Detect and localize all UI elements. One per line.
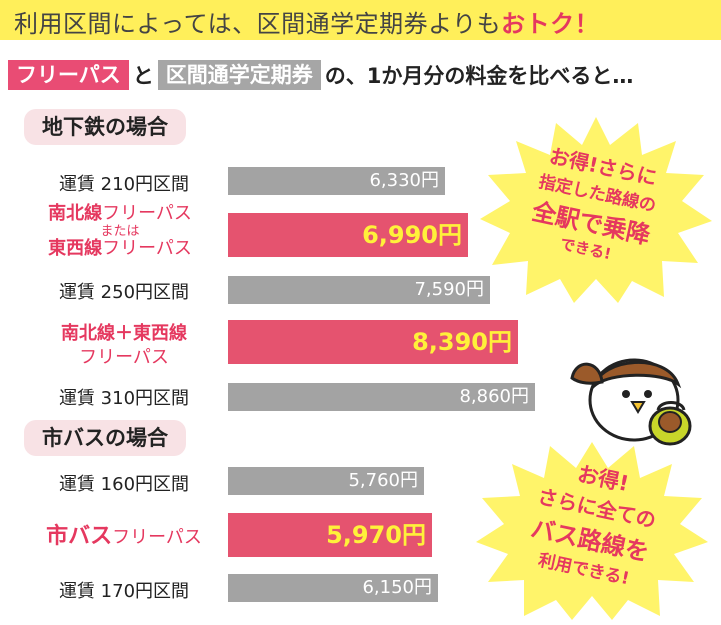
banner-text: 利用区間によっては、区間通学定期券よりもおトク！ bbox=[14, 4, 599, 39]
label-bus: 市バス bbox=[46, 524, 113, 549]
bar-value: 8,860円 bbox=[459, 386, 529, 407]
label-namboku-fp: フリーパス bbox=[102, 203, 192, 224]
row-label-both-lines: 南北線＋東西線 フリーパス bbox=[24, 322, 224, 370]
label-bus-fp: フリーパス bbox=[112, 527, 202, 548]
bar-value: 6,150円 bbox=[362, 577, 432, 598]
banner-lead: 利用区間によっては、区間通学定期券よりも bbox=[14, 10, 502, 38]
top-banner: 利用区間によっては、区間通学定期券よりもおトク！ bbox=[0, 0, 721, 40]
compare-and: と bbox=[132, 64, 154, 88]
starburst-bus bbox=[476, 442, 708, 620]
commuter-pass-tag: 区間通学定期券 bbox=[157, 60, 321, 90]
bar-250: 7,590円 bbox=[228, 276, 490, 304]
section-subway: 地下鉄の場合 bbox=[24, 109, 186, 145]
bar-value: 7,590円 bbox=[414, 279, 484, 300]
banner-highlight: おトク！ bbox=[501, 10, 600, 38]
label-namboku: 南北線 bbox=[48, 203, 103, 224]
bar-210: 6,330円 bbox=[228, 167, 445, 195]
compare-rest: の、1か月分の料金を比べると… bbox=[324, 64, 634, 88]
row-label-bus-pass: 市バスフリーパス bbox=[24, 518, 224, 550]
bar-value: 5,760円 bbox=[348, 470, 418, 491]
row-label-250: 運賃 250円区間 bbox=[58, 282, 190, 303]
row-label-namboku-tozai: 南北線フリーパス または 東西線フリーパス bbox=[20, 203, 220, 260]
compare-line: フリーパスと区間通学定期券 の、1か月分の料金を比べると… bbox=[8, 60, 637, 94]
row-label-310: 運賃 310円区間 bbox=[58, 388, 190, 409]
label-tozai-fp: フリーパス bbox=[102, 238, 192, 259]
row-label-210: 運賃 210円区間 bbox=[58, 174, 190, 195]
label-tozai: 東西線 bbox=[48, 238, 103, 259]
bar-170: 6,150円 bbox=[228, 574, 438, 602]
bar-both-lines-pass: 8,390円 bbox=[228, 320, 518, 364]
row-label-170: 運賃 170円区間 bbox=[58, 581, 190, 602]
bar-value: 5,970円 bbox=[326, 521, 426, 549]
label-or: または bbox=[100, 224, 140, 239]
bar-160: 5,760円 bbox=[228, 467, 424, 495]
label-both: 南北線＋東西線 bbox=[61, 323, 187, 344]
section-bus: 市バスの場合 bbox=[24, 420, 186, 456]
bar-value: 6,330円 bbox=[369, 170, 439, 191]
bar-single-line-pass: 6,990円 bbox=[228, 213, 468, 257]
bar-bus-pass: 5,970円 bbox=[228, 513, 432, 557]
sparrow-mascot-icon bbox=[570, 358, 692, 446]
row-label-160: 運賃 160円区間 bbox=[58, 474, 190, 495]
label-both-fp: フリーパス bbox=[79, 347, 169, 368]
bar-value: 6,990円 bbox=[362, 221, 462, 249]
bar-value: 8,390円 bbox=[412, 328, 512, 356]
starburst-subway bbox=[480, 117, 712, 303]
bar-310: 8,860円 bbox=[228, 383, 535, 411]
free-pass-tag: フリーパス bbox=[8, 60, 129, 90]
